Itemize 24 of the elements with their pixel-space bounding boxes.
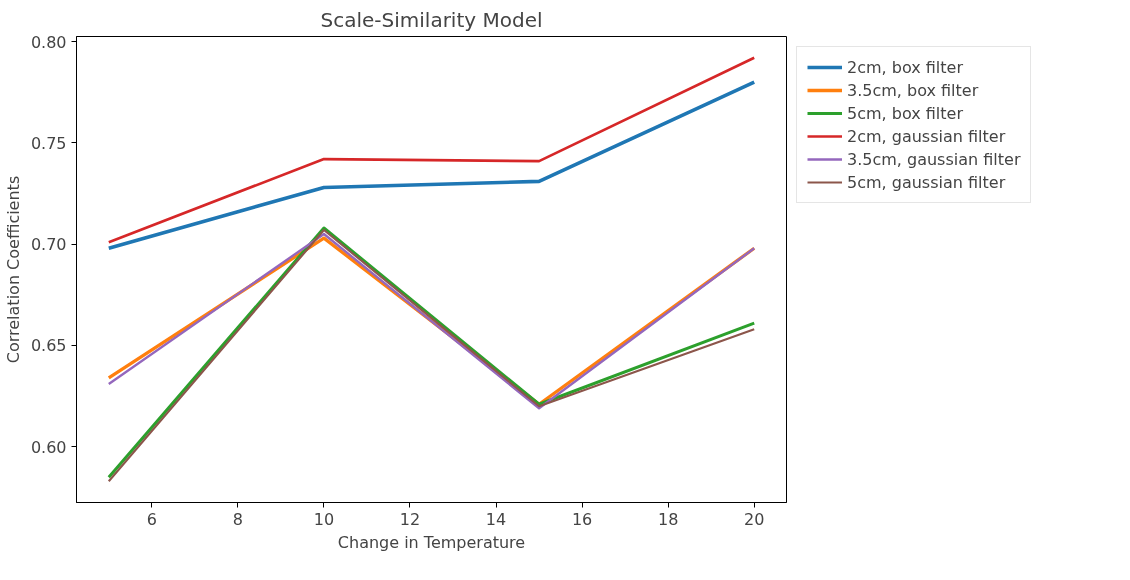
- y-axis-title: Correlation Coefficients: [3, 175, 23, 364]
- x-tick-label: 12: [399, 509, 421, 529]
- legend-label: 3.5cm, box filter: [847, 80, 979, 100]
- legend-label: 3.5cm, gaussian filter: [847, 149, 1021, 169]
- legend-label: 2cm, gaussian filter: [847, 126, 1006, 146]
- chart-title: Scale-Similarity Model: [320, 7, 543, 32]
- x-axis-title: Change in Temperature: [337, 532, 526, 552]
- legend-label: 2cm, box filter: [847, 57, 963, 77]
- x-tick-label: 18: [657, 509, 679, 529]
- x-tick-label: 10: [313, 509, 335, 529]
- legend-label: 5cm, gaussian filter: [847, 172, 1006, 192]
- y-tick-label: 0.75: [30, 133, 67, 153]
- x-tick-label: 14: [485, 509, 507, 529]
- y-tick-label: 0.70: [30, 235, 67, 255]
- x-tick-label: 16: [571, 509, 593, 529]
- line-series: [107, 56, 756, 244]
- y-tick-label: 0.60: [30, 437, 67, 457]
- x-tick-label: 6: [146, 509, 157, 529]
- y-tick-label: 0.80: [30, 32, 67, 52]
- legend-label: 5cm, box filter: [847, 103, 963, 123]
- x-tick-label: 8: [232, 509, 243, 529]
- x-tick-label: 20: [744, 509, 765, 529]
- y-tick-label: 0.65: [30, 336, 67, 356]
- line-series: [106, 80, 757, 251]
